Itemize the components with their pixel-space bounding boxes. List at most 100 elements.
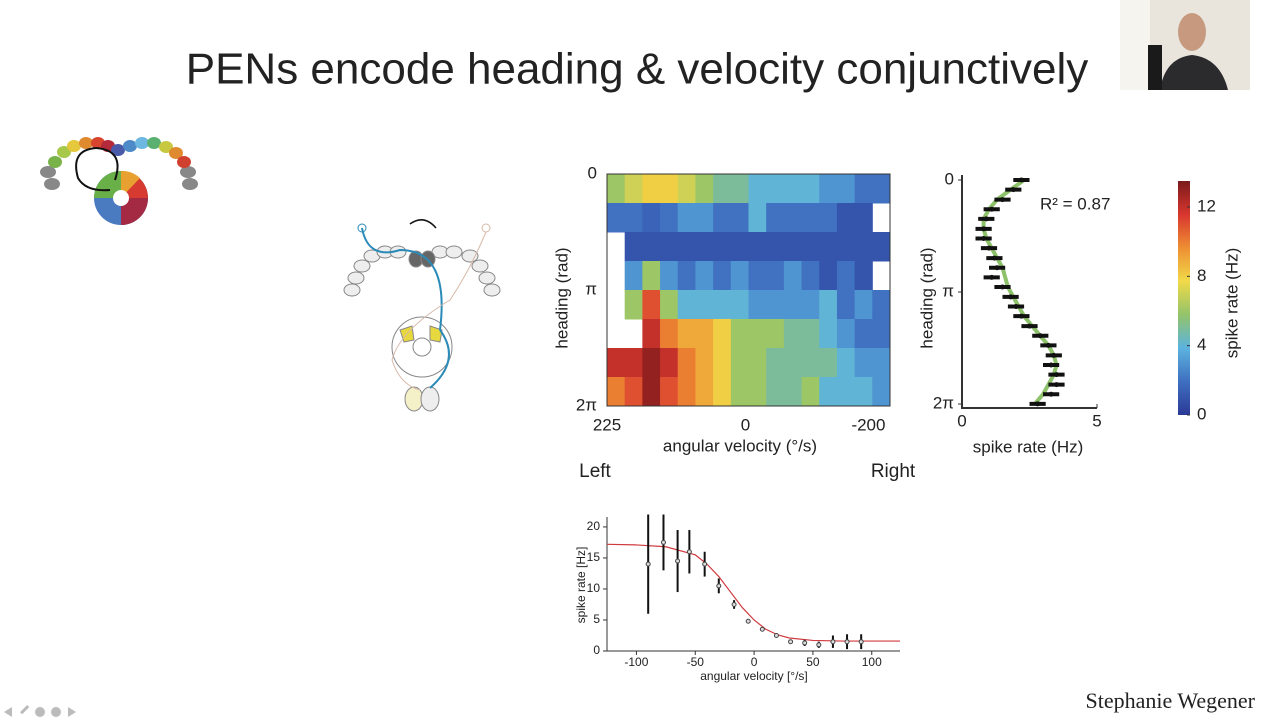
- x-tick-label: 5: [1092, 411, 1101, 430]
- data-point: [1051, 352, 1057, 358]
- heatmap-cell: [624, 261, 643, 291]
- data-point: [660, 539, 666, 545]
- heatmap-cell: [624, 377, 643, 407]
- heatmap-cell: [801, 377, 820, 407]
- data-point: [981, 235, 987, 241]
- data-point: [830, 639, 836, 645]
- heatmap-cell: [766, 174, 785, 204]
- neuron-diagram: [343, 219, 501, 412]
- heatmap-cell: [766, 319, 785, 349]
- data-point: [1037, 333, 1043, 339]
- x-axis-label: angular velocity [°/s]: [700, 669, 808, 683]
- x-tick-label: 0: [751, 655, 758, 669]
- heatmap-cell: [801, 203, 820, 233]
- y-axis-label: heading (rad): [552, 247, 571, 348]
- heatmap-cell: [801, 319, 820, 349]
- y-tick-label: 5: [593, 612, 600, 626]
- x-tick-label: 100: [862, 655, 882, 669]
- colorbar-tick-label: 8: [1197, 266, 1206, 285]
- heatmap-cell: [642, 232, 661, 262]
- y-tick-label: 2π: [576, 395, 597, 414]
- heatmap-cell: [872, 377, 891, 407]
- heatmap-cell: [695, 348, 714, 378]
- heatmap-cell: [730, 290, 749, 320]
- ring-diagram: [40, 137, 198, 225]
- heatmap-cell: [836, 348, 856, 378]
- heatmap-cell: [783, 261, 803, 291]
- y-tick-label: π: [585, 279, 597, 298]
- heatmap-cell: [748, 290, 767, 320]
- data-point: [1018, 313, 1024, 319]
- heatmap-cell: [836, 232, 856, 262]
- data-point: [1045, 342, 1051, 348]
- data-point: [745, 618, 751, 624]
- heatmap-cell: [872, 348, 891, 378]
- x-tick-label: 50: [806, 655, 820, 669]
- heatmap-cell: [660, 232, 679, 262]
- heatmap-cell: [607, 348, 626, 378]
- axis-line: [961, 175, 1097, 409]
- y-tick-label: 0: [945, 169, 954, 188]
- heatmap-cell: [642, 261, 661, 291]
- heatmap-cell: [783, 290, 803, 320]
- heatmap-cell: [660, 290, 679, 320]
- heatmap-cell: [872, 319, 891, 349]
- y-axis-label: heading (rad): [917, 247, 936, 348]
- data-point: [1008, 294, 1014, 300]
- x-tick-label: 0: [741, 415, 750, 434]
- heatmap-cell: [695, 232, 714, 262]
- heatmap-cell: [748, 232, 767, 262]
- heatmap-cell: [748, 319, 767, 349]
- heatmap-cell: [854, 348, 873, 378]
- y-tick-label: 2π: [933, 393, 954, 412]
- heatmap-cell: [748, 348, 767, 378]
- data-point: [989, 206, 995, 212]
- heatmap-cell: [872, 232, 891, 262]
- heatmap-cell: [713, 232, 732, 262]
- y-axis-label: spike rate [Hz]: [574, 547, 588, 624]
- heatmap-cell: [766, 232, 785, 262]
- heatmap-cell: [819, 290, 838, 320]
- heatmap-cell: [713, 319, 732, 349]
- x-tick-label: 0: [957, 411, 966, 430]
- data-point: [1054, 372, 1059, 378]
- heatmap-cell: [854, 319, 873, 349]
- heatmap-cell: [713, 348, 732, 378]
- heatmap-cell: [624, 348, 643, 378]
- axis-line: [606, 517, 900, 652]
- x-axis-label: angular velocity (°/s): [663, 436, 817, 455]
- heatmap-cell: [783, 203, 803, 233]
- heatmap-cell: [642, 174, 661, 204]
- heatmap-cell: [748, 174, 767, 204]
- heatmap-cell: [730, 232, 749, 262]
- heatmap-cell: [819, 174, 838, 204]
- heatmap-cell: [730, 348, 749, 378]
- data-point: [1013, 304, 1019, 310]
- slide-nav[interactable]: [4, 705, 76, 717]
- heatmap-cell: [819, 261, 838, 291]
- heatmap-cell: [660, 319, 679, 349]
- heatmap-cell: [695, 377, 714, 407]
- heatmap-cell: [801, 261, 820, 291]
- heatmap-cell: [854, 203, 873, 233]
- heatmap-cell: [766, 290, 785, 320]
- heatmap-cell: [660, 348, 679, 378]
- x-tick-label: 225: [593, 415, 621, 434]
- heatmap-cell: [695, 261, 714, 291]
- heatmap-cell: [819, 377, 838, 407]
- heatmap-cell: [783, 319, 803, 349]
- heatmap-cell: [730, 319, 749, 349]
- heatmap-cell: [642, 319, 661, 349]
- heatmap-cell: [836, 261, 856, 291]
- data-point: [645, 561, 651, 567]
- data-point: [994, 265, 1000, 271]
- y-tick-label: 20: [587, 519, 601, 533]
- data-point: [991, 255, 997, 261]
- data-point: [858, 639, 864, 645]
- heatmap-cell: [819, 348, 838, 378]
- annotation: R² = 0.87: [1040, 194, 1110, 213]
- x-tick-label: -200: [851, 415, 885, 434]
- y-tick-label: π: [942, 281, 954, 300]
- x-tick-label: -50: [687, 655, 705, 669]
- heatmap-cell: [624, 203, 643, 233]
